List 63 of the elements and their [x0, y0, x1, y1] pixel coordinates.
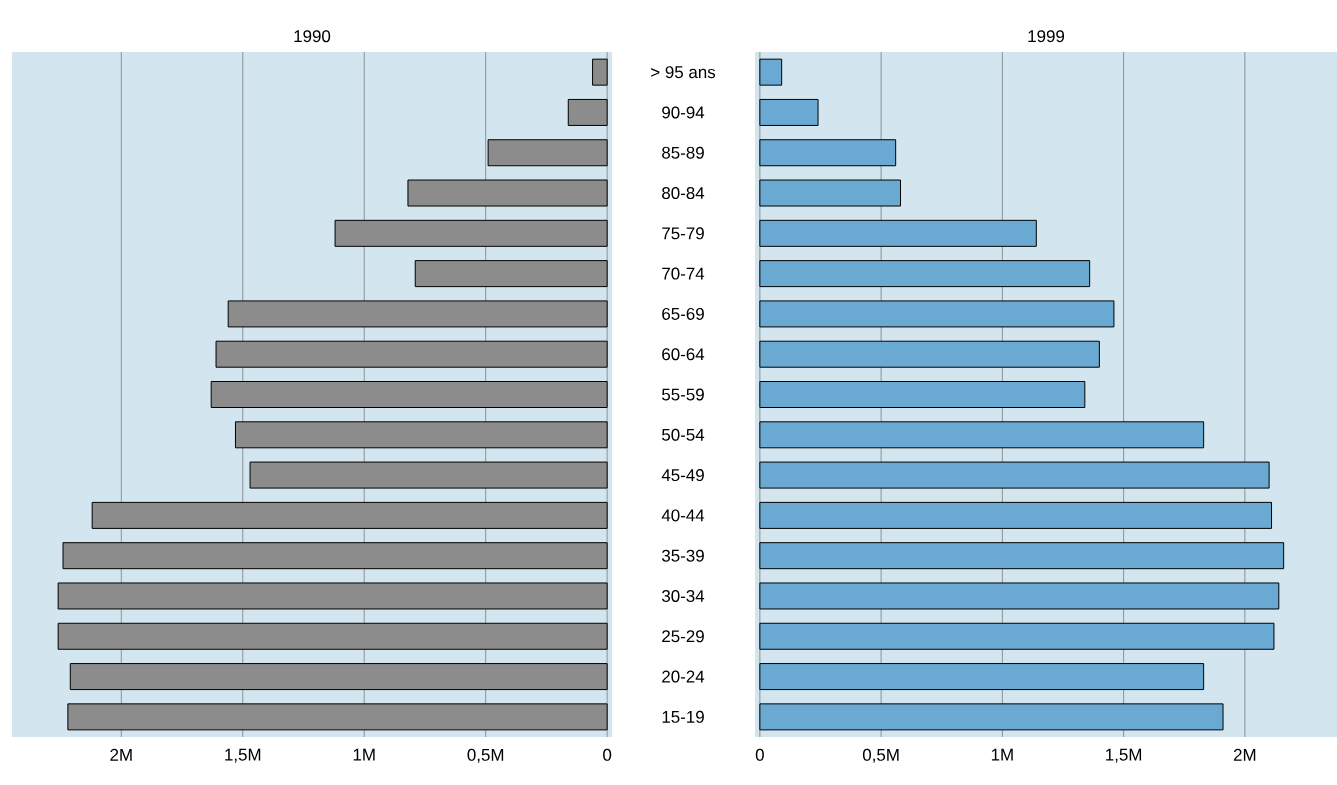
bar: [62, 542, 608, 570]
y-tick-label: 90-94: [662, 106, 705, 119]
bar: [759, 381, 1086, 408]
x-tick-label: 2M: [1233, 748, 1256, 761]
bar: [759, 139, 897, 167]
y-tick-label: 35-39: [661, 549, 704, 562]
y-tick-label: 85-89: [662, 146, 704, 159]
y-tick-label: 20-24: [662, 670, 705, 683]
bar: [759, 542, 1285, 570]
bar: [759, 340, 1100, 368]
bar: [414, 260, 608, 288]
bar: [759, 179, 902, 207]
bar: [759, 300, 1115, 328]
bar: [759, 421, 1205, 449]
x-tick-label: 1,5M: [225, 748, 261, 763]
bar: [759, 663, 1205, 691]
bar: [234, 421, 608, 449]
x-tick-label: 1M: [991, 748, 1013, 761]
y-tick-label: 70-74: [662, 267, 705, 280]
x-tick-label: 0,5M: [467, 748, 504, 763]
x-tick-label: 1M: [353, 748, 375, 761]
bar: [759, 703, 1224, 731]
bar: [487, 139, 608, 167]
x-tick-label: 0,5M: [862, 748, 899, 763]
x-tick-label: 1,5M: [1106, 748, 1142, 763]
bar: [759, 582, 1280, 610]
bar: [227, 300, 608, 328]
bar: [407, 179, 608, 207]
bar: [759, 260, 1091, 288]
y-tick-label: 45-49: [661, 469, 704, 482]
bar: [210, 381, 608, 408]
y-tick-label: > 95 ans: [651, 66, 716, 79]
y-tick-label: 75-79: [662, 227, 704, 240]
bar: [249, 461, 608, 489]
bar: [69, 663, 608, 691]
bar: [215, 340, 608, 368]
bar: [759, 501, 1273, 529]
y-tick-label: 60-64: [662, 348, 705, 361]
bar: [592, 58, 608, 86]
x-tick-label: 0: [603, 748, 612, 761]
y-tick-label: 15-19: [662, 710, 704, 723]
bar: [334, 219, 608, 247]
bar: [91, 501, 608, 529]
y-tick-label: 65-69: [662, 307, 704, 320]
chart-title: 1990: [294, 30, 331, 43]
bar: [759, 461, 1270, 489]
y-tick-label: 40-44: [661, 509, 705, 522]
y-tick-label: 80-84: [662, 187, 705, 200]
bar: [759, 98, 819, 126]
x-tick-label: 2M: [110, 748, 132, 761]
bar: [67, 703, 608, 731]
bar: [759, 219, 1037, 247]
chart-title: 1999: [1028, 30, 1065, 43]
bar: [57, 582, 608, 610]
bar: [567, 98, 608, 126]
bar: [57, 622, 608, 650]
y-tick-label: 55-59: [662, 388, 704, 401]
bar: [759, 622, 1275, 650]
bar: [759, 58, 783, 86]
y-tick-label: 50-54: [662, 428, 705, 441]
y-tick-label: 30-34: [661, 589, 705, 602]
y-tick-label: 25-29: [662, 630, 704, 643]
x-tick-label: 0: [755, 748, 764, 761]
